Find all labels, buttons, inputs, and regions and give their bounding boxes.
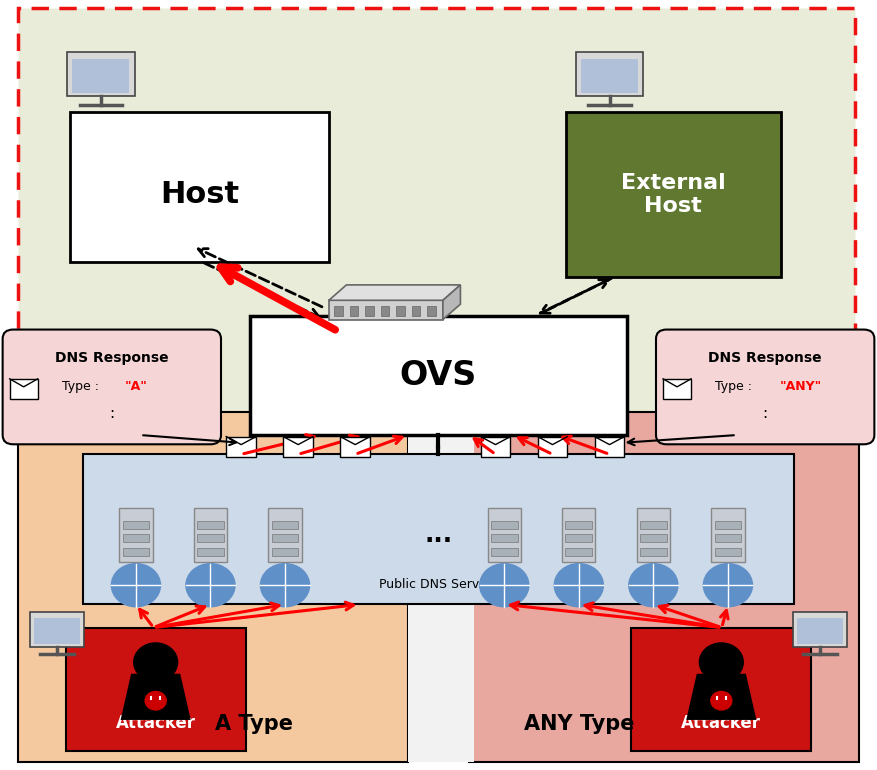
Bar: [268, 508, 302, 562]
Circle shape: [260, 564, 310, 607]
Text: Public DNS Servers: Public DNS Servers: [379, 578, 498, 591]
Bar: [250, 316, 627, 435]
Bar: [469, 412, 859, 762]
Text: Attacker: Attacker: [116, 714, 196, 732]
Bar: [70, 112, 329, 262]
Bar: [715, 547, 741, 556]
FancyBboxPatch shape: [3, 330, 221, 444]
Text: :: :: [763, 407, 767, 421]
Circle shape: [554, 564, 603, 607]
Circle shape: [480, 564, 529, 607]
Bar: [119, 508, 153, 562]
Circle shape: [710, 691, 731, 710]
Circle shape: [111, 564, 160, 607]
Bar: [715, 534, 741, 542]
Bar: [272, 547, 298, 556]
Text: DNS Response: DNS Response: [55, 351, 168, 365]
Text: OVS: OVS: [400, 359, 477, 392]
Bar: [538, 437, 567, 457]
Bar: [637, 508, 670, 562]
Bar: [640, 547, 667, 556]
Circle shape: [699, 643, 743, 681]
Bar: [711, 508, 745, 562]
Bar: [123, 521, 149, 529]
Bar: [566, 521, 592, 529]
Bar: [197, 547, 224, 556]
Circle shape: [186, 564, 235, 607]
Bar: [226, 437, 256, 457]
Text: :: :: [110, 407, 114, 421]
Bar: [350, 306, 359, 316]
Bar: [566, 112, 781, 277]
Bar: [631, 628, 811, 751]
Bar: [491, 547, 517, 556]
Circle shape: [703, 564, 752, 607]
Bar: [408, 412, 474, 762]
Bar: [34, 618, 80, 644]
Bar: [83, 454, 794, 604]
Bar: [365, 306, 374, 316]
Text: "ANY": "ANY": [781, 380, 823, 393]
Text: Attacker: Attacker: [681, 714, 761, 732]
Bar: [272, 521, 298, 529]
Bar: [491, 534, 517, 542]
Bar: [576, 52, 643, 96]
Bar: [566, 534, 592, 542]
Bar: [72, 59, 130, 92]
Bar: [381, 306, 389, 316]
Bar: [794, 611, 846, 647]
Text: External
Host: External Host: [621, 172, 725, 216]
Text: DNS Response: DNS Response: [709, 351, 822, 365]
Bar: [481, 437, 510, 457]
Text: "A": "A": [125, 380, 148, 393]
Bar: [18, 8, 855, 420]
Bar: [663, 379, 691, 399]
Bar: [31, 611, 83, 647]
Bar: [334, 306, 343, 316]
Bar: [562, 508, 595, 562]
Bar: [640, 534, 667, 542]
Polygon shape: [329, 285, 460, 300]
Circle shape: [145, 691, 166, 710]
Bar: [566, 547, 592, 556]
Bar: [640, 521, 667, 529]
Text: Bandwidth: Bandwidth: [48, 368, 166, 387]
Bar: [491, 521, 517, 529]
Bar: [715, 521, 741, 529]
Bar: [10, 379, 38, 399]
Text: A Type: A Type: [216, 714, 293, 734]
Polygon shape: [443, 285, 460, 320]
Text: ...: ...: [424, 523, 453, 547]
Polygon shape: [686, 674, 756, 720]
Bar: [488, 508, 521, 562]
Text: Type :: Type :: [715, 380, 756, 393]
Bar: [797, 618, 843, 644]
Text: Type :: Type :: [61, 380, 103, 393]
Bar: [123, 534, 149, 542]
Bar: [272, 534, 298, 542]
Bar: [66, 628, 246, 751]
Bar: [68, 52, 134, 96]
Bar: [581, 59, 638, 92]
Bar: [18, 412, 408, 762]
Bar: [329, 300, 443, 320]
Bar: [595, 437, 624, 457]
Bar: [197, 534, 224, 542]
FancyBboxPatch shape: [656, 330, 874, 444]
Polygon shape: [120, 674, 190, 720]
Circle shape: [133, 643, 177, 681]
Bar: [283, 437, 313, 457]
Text: ANY Type: ANY Type: [524, 714, 634, 734]
Bar: [194, 508, 227, 562]
Bar: [411, 306, 420, 316]
Bar: [123, 547, 149, 556]
Bar: [340, 437, 370, 457]
Bar: [197, 521, 224, 529]
Bar: [396, 306, 405, 316]
Bar: [427, 306, 436, 316]
Text: Host: Host: [160, 179, 239, 209]
Circle shape: [629, 564, 678, 607]
